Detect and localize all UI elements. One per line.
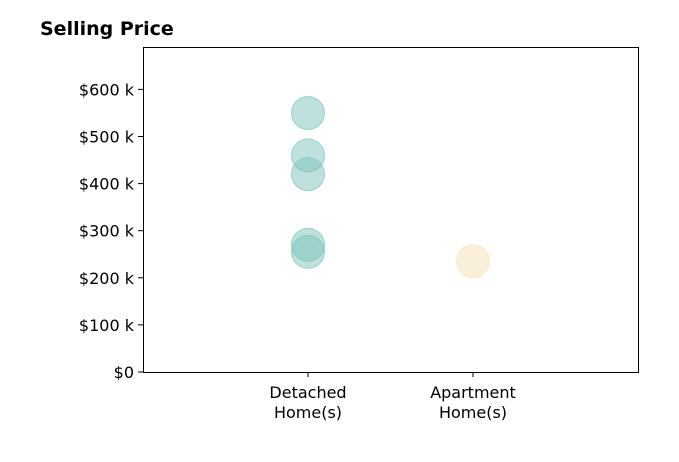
x-tick-label-line: Apartment — [430, 383, 516, 402]
y-tick-label: $300 k — [79, 222, 135, 241]
y-tick-label: $100 k — [79, 316, 135, 335]
x-tick-label: Detached Home(s) — [269, 383, 346, 422]
chart-title: Selling Price — [40, 18, 174, 40]
y-tick-label: $200 k — [79, 269, 135, 288]
x-tick-label: Apartment Home(s) — [430, 383, 516, 422]
x-tick-label-line: Home(s) — [274, 403, 342, 422]
x-axis: Detached Home(s)Apartment Home(s) — [269, 372, 516, 422]
plot-area-frame — [143, 47, 639, 373]
data-point — [291, 234, 325, 269]
data-point — [291, 95, 325, 130]
y-tick-label: $0 — [114, 363, 134, 382]
y-tick-label: $600 k — [79, 80, 135, 99]
data-point — [291, 157, 325, 192]
y-axis: $0 $100 k $200 k $300 k $400 k $500 k $600 k — [79, 80, 143, 382]
y-tick-label: $400 k — [79, 175, 135, 194]
data-points — [291, 95, 490, 279]
x-tick-label-line: Home(s) — [439, 403, 507, 422]
data-point — [456, 244, 490, 279]
x-tick-label-line: Detached — [269, 383, 346, 402]
y-tick-label: $500 k — [79, 127, 135, 146]
